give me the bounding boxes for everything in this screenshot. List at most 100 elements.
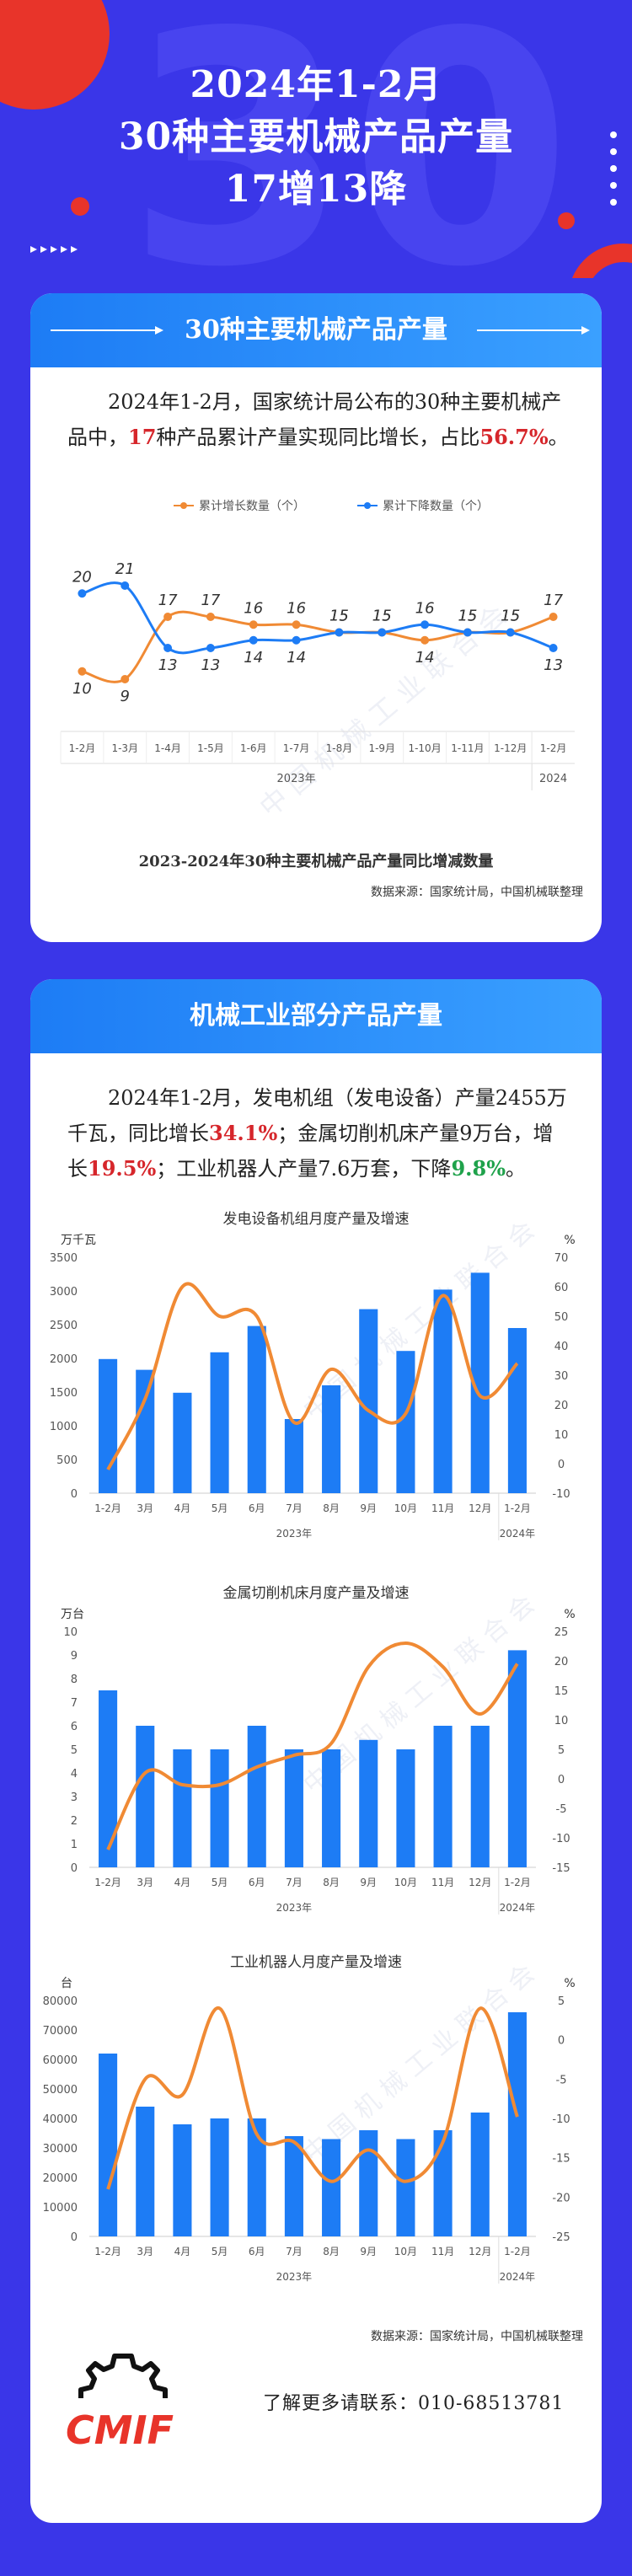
bar — [359, 1739, 378, 1867]
y-tick-label-right: -20 — [552, 2192, 570, 2204]
bar — [284, 2136, 303, 2236]
x-tick-label: 4月 — [174, 2246, 191, 2257]
x-tick-label: 1-2月 — [94, 1502, 121, 1514]
bar — [173, 2124, 192, 2236]
x-tick-label: 1-9月 — [368, 742, 395, 754]
y-tick-label-left: 3 — [71, 1791, 78, 1804]
x-tick-label: 9月 — [360, 2246, 377, 2257]
year-label: 2024年 — [500, 2271, 536, 2283]
data-point — [378, 628, 387, 637]
data-label: 13 — [544, 656, 563, 674]
x-tick-label: 1-2月 — [69, 742, 96, 754]
data-label: 15 — [458, 608, 477, 625]
bar — [210, 1749, 229, 1867]
data-label: 14 — [415, 649, 435, 667]
data-point — [249, 635, 258, 645]
y-axis-unit-left: 万台 — [61, 1608, 84, 1621]
data-point — [549, 613, 558, 621]
growth-line — [106, 2006, 519, 2190]
data-point — [163, 613, 173, 621]
data-point — [206, 644, 215, 652]
x-tick-label: 5月 — [212, 2246, 228, 2257]
chart-title: 发电设备机组月度产量及增速 — [223, 1211, 410, 1228]
y-tick-label-right: 5 — [558, 1744, 565, 1757]
y-tick-label-left: 1500 — [50, 1387, 78, 1400]
y-tick-label-right: -10 — [552, 1833, 570, 1845]
x-tick-label: 1-12月 — [494, 742, 527, 754]
x-tick-label: 11月 — [431, 2246, 454, 2257]
gear-icon — [78, 2354, 168, 2398]
x-tick-label: 1-2月 — [504, 1502, 531, 1514]
y-tick-label-left: 0 — [71, 2231, 78, 2244]
x-tick-label: 1-2月 — [540, 742, 567, 754]
y-tick-label-right: 5 — [558, 1995, 565, 2008]
y-tick-label-left: 3500 — [50, 1252, 78, 1265]
data-point — [78, 667, 87, 676]
bar — [433, 1289, 453, 1493]
data-label: 14 — [287, 649, 306, 667]
para-text: ；金属切削机床产量9万台，增长 — [67, 1122, 554, 1181]
x-tick-label: 6月 — [249, 1877, 265, 1888]
data-point — [121, 675, 130, 683]
data-label: 15 — [501, 608, 520, 625]
data-point — [249, 620, 258, 629]
x-tick-label: 1-8月 — [326, 742, 353, 754]
para-text: 种产品累计产量实现同比增长，占比 — [156, 426, 480, 449]
x-tick-label: 1-7月 — [283, 742, 310, 754]
y-tick-label-left: 2000 — [50, 1353, 78, 1366]
section-title: 机械工业部分产品产量 — [190, 1001, 442, 1031]
legend-label: 累计增长数量（个） — [199, 500, 305, 513]
x-tick-label: 6月 — [249, 1502, 265, 1514]
bar — [470, 2113, 490, 2236]
y-tick-label-right: -5 — [556, 2074, 567, 2086]
y-tick-label-left: 40000 — [43, 2113, 78, 2126]
para-text: 。 — [506, 1157, 526, 1181]
bar — [507, 1328, 527, 1493]
data-label: 15 — [329, 608, 349, 625]
x-tick-label: 12月 — [469, 1877, 491, 1888]
year-label: 2023年 — [276, 1528, 313, 1540]
y-tick-label-left: 30000 — [43, 2143, 78, 2156]
y-tick-label-left: 50000 — [43, 2084, 78, 2097]
y-tick-label-left: 8 — [71, 1674, 78, 1686]
data-point — [292, 620, 301, 629]
x-tick-label: 8月 — [323, 2246, 340, 2257]
data-point — [335, 628, 344, 637]
x-tick-label: 1-3月 — [111, 742, 138, 754]
y-tick-label-left: 3000 — [50, 1286, 78, 1299]
bar — [247, 1726, 266, 1867]
y-tick-label-right: 0 — [558, 1459, 565, 1471]
year-label: 2023年 — [276, 1902, 313, 1914]
y-tick-label-left: 1000 — [50, 1421, 78, 1433]
data-label: 20 — [72, 568, 92, 586]
bar — [433, 2130, 453, 2236]
x-tick-label: 10月 — [394, 1502, 417, 1514]
bar — [99, 1358, 118, 1493]
bar — [470, 1726, 490, 1867]
dot-red-right — [558, 212, 575, 229]
bar — [396, 1351, 415, 1493]
contact-info: 了解更多请联系：010-68513781 — [263, 2393, 565, 2414]
y-tick-label-right: -15 — [552, 1862, 570, 1875]
data-label: 10 — [72, 680, 92, 698]
x-tick-label: 8月 — [323, 1877, 340, 1888]
bar — [433, 1726, 453, 1867]
bar — [507, 1650, 527, 1867]
x-tick-label: 7月 — [286, 1877, 303, 1888]
para-text: 2024年1-2月，发电机组（发电设备）产量2455万千瓦，同比增长 — [67, 1086, 567, 1145]
x-tick-label: 11月 — [431, 1502, 454, 1514]
background-number-30: 30 — [126, 0, 572, 278]
section1-paragraph: 2024年1-2月，国家统计局公布的30种主要机械产品中，17种产品累计产量实现… — [67, 384, 570, 455]
data-point — [506, 628, 515, 637]
highlight-machine-tool-growth: 19.5% — [88, 1156, 157, 1181]
chart-caption: 2023-2024年30种主要机械产品产量同比增减数量 — [138, 853, 494, 870]
y-axis-unit-right: % — [564, 1234, 575, 1247]
data-point — [163, 644, 173, 652]
bar — [359, 2130, 378, 2236]
bar — [359, 1309, 378, 1493]
y-tick-label-left: 70000 — [43, 2025, 78, 2038]
y-tick-label-left: 60000 — [43, 2054, 78, 2067]
x-tick-label: 1-2月 — [94, 1877, 121, 1888]
